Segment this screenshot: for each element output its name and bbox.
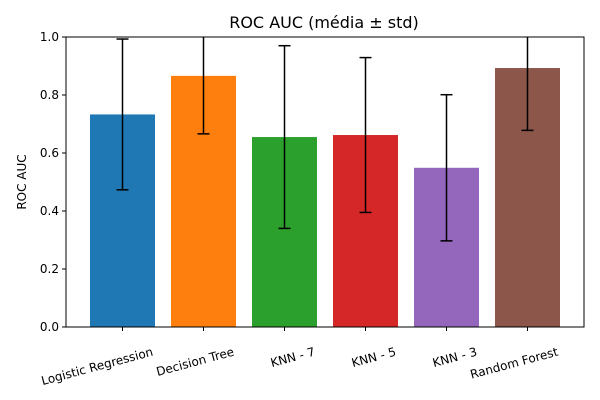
y-tick-label-2: 0.4 [40, 204, 59, 218]
y-axis: 0.0 0.2 0.4 0.6 0.8 1.0 [40, 30, 66, 334]
x-tick-label-1: Decision Tree [155, 345, 236, 379]
x-tick-label-5: Random Forest [469, 345, 560, 382]
y-tick-label-3: 0.6 [40, 146, 59, 160]
plot-frame [65, 36, 585, 328]
y-tick-label-5: 1.0 [40, 30, 59, 44]
chart-title: ROC AUC (média ± std) [229, 13, 419, 32]
x-tick-label-2: KNN - 7 [269, 345, 316, 370]
y-tick-label-1: 0.2 [40, 262, 59, 276]
x-tick-label-0: Logistic Regression [40, 345, 155, 388]
bars-group [90, 68, 560, 328]
y-tick-label-0: 0.0 [40, 320, 59, 334]
x-tick-label-3: KNN - 5 [350, 345, 397, 370]
y-tick-label-4: 0.8 [40, 88, 59, 102]
x-axis: Logistic Regression Decision Tree KNN - 7 K… [40, 327, 560, 388]
x-tick-label-4: KNN - 3 [431, 345, 478, 370]
y-axis-label: ROC AUC [15, 154, 29, 209]
error-bars-group [116, 37, 534, 242]
